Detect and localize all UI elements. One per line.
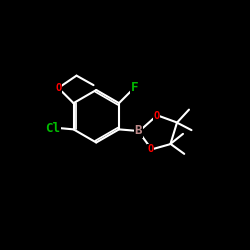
Text: O: O (147, 144, 154, 154)
Text: F: F (131, 81, 138, 94)
Text: Cl: Cl (45, 122, 60, 134)
Text: B: B (135, 124, 142, 137)
Text: O: O (153, 110, 160, 120)
Text: O: O (56, 83, 62, 93)
